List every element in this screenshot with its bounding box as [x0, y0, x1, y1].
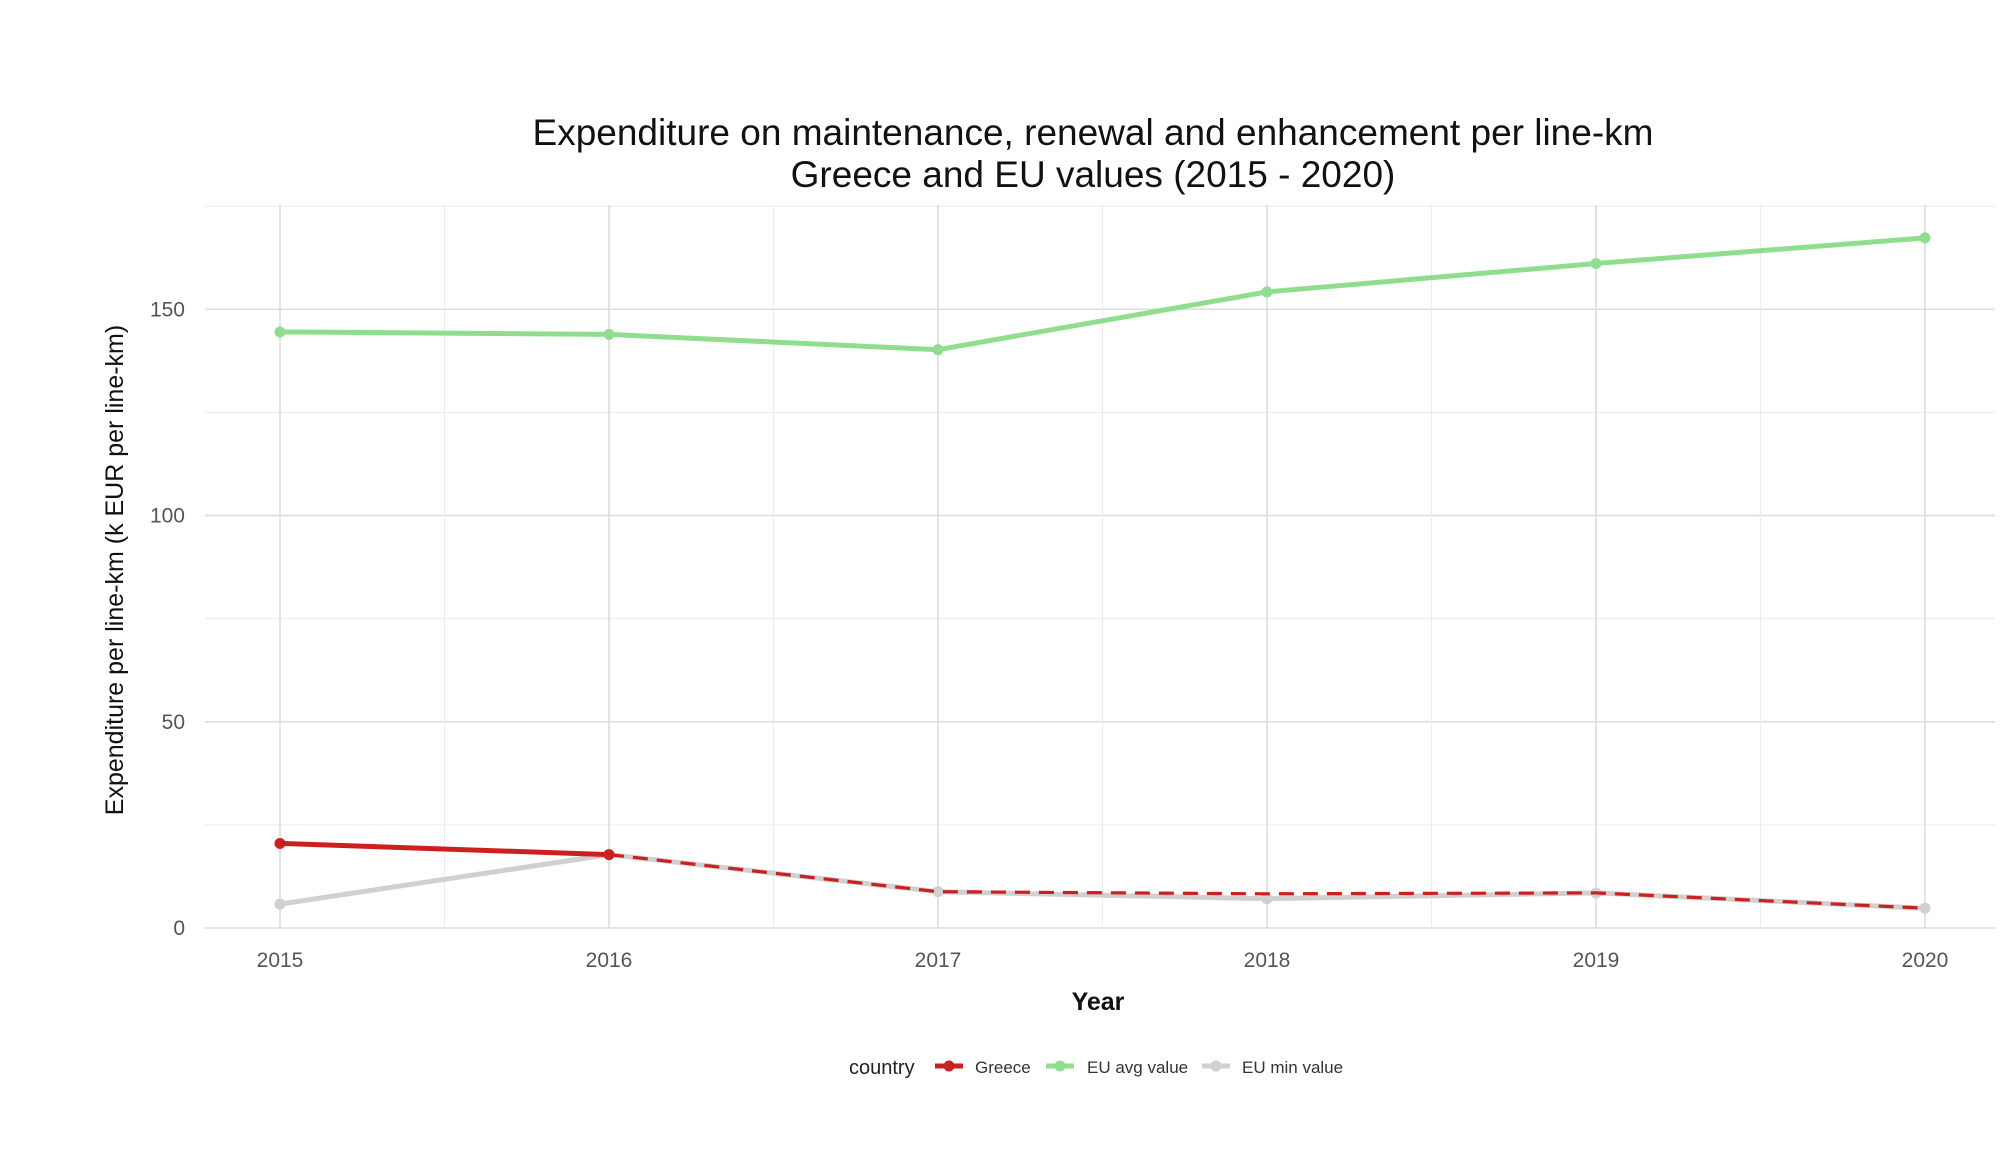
data-point-greece — [603, 849, 615, 861]
series-greece — [274, 837, 1926, 910]
x-axis-title: Year — [1072, 988, 1125, 1016]
data-point-eu-min-value — [932, 886, 944, 898]
series-layer — [274, 232, 1931, 914]
legend-key-point-greece — [943, 1060, 955, 1072]
series-line-eu-avg-value — [277, 235, 1928, 353]
legend-label-eu-min-value: EU min value — [1242, 1058, 1343, 1077]
legend-title: country — [849, 1057, 915, 1079]
series-dashed-line-greece — [608, 853, 1926, 910]
data-point-eu-avg-value — [1919, 232, 1931, 244]
data-point-eu-min-value — [1261, 893, 1273, 905]
legend-label-greece: Greece — [975, 1058, 1031, 1077]
data-point-eu-avg-value — [1261, 286, 1273, 298]
data-point-eu-avg-value — [932, 344, 944, 356]
legend-key-point-eu-avg-value — [1054, 1060, 1066, 1072]
grid-layer — [205, 205, 1995, 929]
y-tick-label: 150 — [150, 298, 185, 321]
x-tick-label: 2020 — [1902, 949, 1949, 972]
data-point-eu-avg-value — [1590, 257, 1602, 269]
x-tick-label: 2019 — [1573, 949, 1620, 972]
y-axis-title: Expenditure per line-km (k EUR per line-… — [101, 325, 129, 815]
x-tick-label: 2018 — [1244, 949, 1291, 972]
legend: country Greece EU avg value EU min value — [849, 1057, 1343, 1079]
series-line-greece — [277, 840, 612, 858]
legend-label-eu-avg-value: EU avg value — [1087, 1058, 1188, 1077]
y-tick-label: 0 — [173, 917, 185, 940]
legend-key-point-eu-min-value — [1210, 1060, 1222, 1072]
x-tick-label: 2016 — [586, 949, 633, 972]
data-point-eu-avg-value — [603, 328, 615, 340]
data-point-greece — [274, 837, 286, 849]
ticks-layer: 0 50 100 150 2015 2016 2017 2018 2019 2020 — [150, 298, 1948, 972]
data-point-eu-min-value — [1919, 902, 1931, 914]
x-tick-label: 2017 — [915, 949, 962, 972]
chart-title: Expenditure on maintenance, renewal and … — [533, 112, 1654, 153]
y-tick-label: 100 — [150, 505, 185, 528]
data-point-eu-min-value — [274, 898, 286, 910]
series-eu-avg-value — [274, 232, 1931, 356]
data-point-eu-avg-value — [274, 326, 286, 338]
y-tick-label: 50 — [162, 711, 185, 734]
x-tick-label: 2015 — [257, 949, 304, 972]
chart-subtitle: Greece and EU values (2015 - 2020) — [791, 154, 1396, 195]
